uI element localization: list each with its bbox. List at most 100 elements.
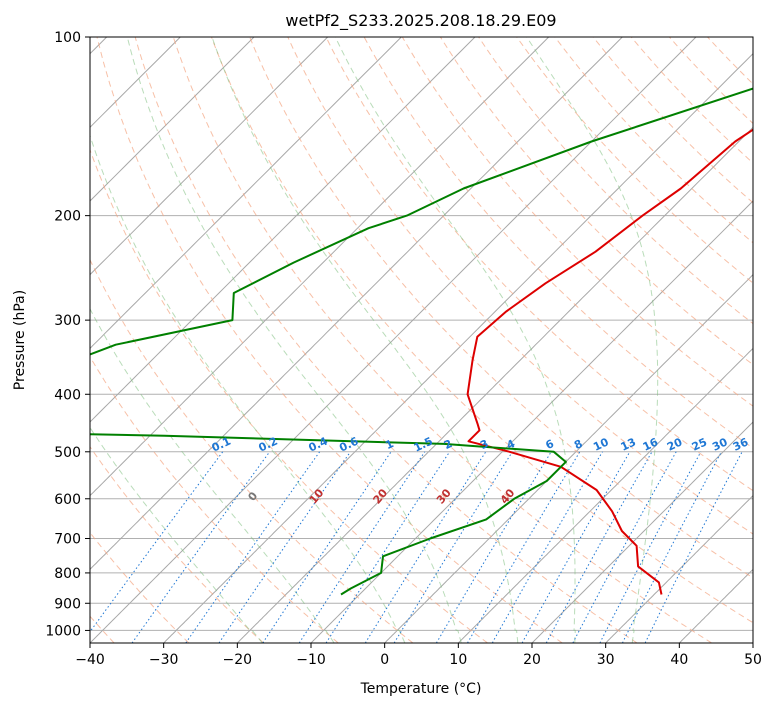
dry-adiabat-line bbox=[90, 445, 264, 643]
mixing-ratio-label: 6 bbox=[544, 437, 557, 452]
mixing-ratio-line bbox=[467, 451, 581, 643]
mixing-ratio-label: 36 bbox=[731, 435, 751, 453]
y-tick-label: 1000 bbox=[45, 623, 81, 639]
dry-adiabat-line bbox=[134, 37, 638, 643]
dry-adiabat-line bbox=[96, 37, 563, 643]
x-tick-label: 20 bbox=[523, 652, 541, 668]
isotherm-gridline bbox=[605, 494, 753, 643]
mixing-ratio-line bbox=[545, 451, 653, 643]
y-tick-label: 700 bbox=[54, 532, 81, 548]
mixing-ratio-label: 10 bbox=[591, 435, 611, 453]
mixing-ratio-line bbox=[298, 451, 426, 643]
mixing-ratio-line bbox=[131, 451, 271, 643]
mixing-ratio-line bbox=[90, 451, 224, 633]
isotherm-gridline bbox=[384, 273, 753, 643]
dry-adiabat-line bbox=[90, 148, 488, 643]
dry-adiabat-line bbox=[172, 37, 712, 643]
dry-adiabat-label: 0 bbox=[245, 489, 260, 503]
isotherm-gridline bbox=[90, 37, 623, 571]
plot-frame bbox=[89, 36, 754, 644]
mixing-ratio-label: 25 bbox=[690, 436, 709, 454]
dry-adiabat-line bbox=[249, 37, 753, 579]
dewpoint-profile-line bbox=[90, 87, 753, 596]
y-tick-label: 800 bbox=[54, 566, 81, 582]
dry-adiabat-line bbox=[478, 37, 753, 325]
line-labels-group: 0.1 0.2 0.4 0.6 1 1.5 2 3 4 6 8 10 13 16 20 25 30 360 10 20… bbox=[210, 434, 751, 506]
y-tick-label: 500 bbox=[54, 445, 81, 461]
dry-adiabat-line bbox=[516, 37, 753, 284]
axes-group: −40 −30 −20 −10 0 10 20 30 40 5010020030040050060… bbox=[45, 30, 762, 668]
isotherm-gridline bbox=[236, 126, 753, 643]
isotherm-gridline bbox=[310, 200, 753, 643]
y-tick-label: 400 bbox=[54, 387, 81, 403]
dry-adiabat-line bbox=[90, 258, 414, 643]
mixing-ratio-line bbox=[435, 451, 552, 643]
series-group bbox=[90, 87, 753, 596]
moist-adiabat-line bbox=[526, 37, 659, 643]
dry-adiabat-line bbox=[669, 37, 753, 125]
dry-adiabat-line bbox=[554, 37, 753, 244]
mixing-ratio-line bbox=[644, 451, 743, 643]
isotherm-gridline bbox=[457, 347, 753, 643]
mixing-ratio-label: 13 bbox=[619, 436, 638, 454]
mixing-ratio-label: 30 bbox=[710, 435, 730, 453]
x-tick-label: 30 bbox=[597, 652, 615, 668]
dry-adiabat-line bbox=[90, 531, 190, 643]
dry-adiabat-line bbox=[287, 37, 753, 535]
isotherm-gridline bbox=[90, 37, 329, 276]
dry-adiabat-line bbox=[707, 37, 753, 85]
dry-adiabat-line bbox=[90, 355, 339, 643]
mixing-ratio-line bbox=[218, 451, 351, 643]
moist-adiabat-line bbox=[90, 134, 406, 643]
y-tick-label: 200 bbox=[54, 209, 81, 225]
plot-area bbox=[90, 37, 753, 643]
x-tick-label: 0 bbox=[380, 652, 389, 668]
isotherm-gridline bbox=[90, 37, 402, 350]
x-tick-label: −30 bbox=[149, 652, 179, 668]
isotherm-gridline bbox=[90, 37, 255, 202]
mixing-ratio-line bbox=[364, 451, 487, 643]
x-tick-label: 10 bbox=[449, 652, 467, 668]
moist-adiabat-line bbox=[334, 37, 576, 643]
x-tick-label: −10 bbox=[296, 652, 326, 668]
x-tick-label: 40 bbox=[670, 652, 688, 668]
dry-adiabat-line bbox=[439, 37, 753, 366]
moist-adiabat-line bbox=[126, 37, 462, 643]
y-tick-label: 600 bbox=[54, 492, 81, 508]
mixing-ratio-line bbox=[262, 451, 392, 643]
y-tick-label: 900 bbox=[54, 596, 81, 612]
moist-adiabat-line bbox=[90, 307, 335, 643]
x-tick-label: 50 bbox=[744, 652, 762, 668]
mixing-ratio-label: 3 bbox=[478, 437, 490, 452]
mixing-ratio-line bbox=[599, 451, 702, 643]
moist-adiabat-line bbox=[90, 426, 263, 643]
skew-lines-group bbox=[90, 37, 753, 643]
x-tick-label: −20 bbox=[223, 652, 253, 668]
y-axis-label: Pressure (hPa) bbox=[12, 290, 28, 390]
dry-adiabat-line bbox=[592, 37, 753, 204]
isotherm-gridline bbox=[531, 421, 753, 643]
moist-adiabat-line bbox=[211, 37, 519, 643]
isotherm-gridline bbox=[163, 52, 753, 643]
temperature-profile-line bbox=[466, 128, 753, 595]
mixing-ratio-line bbox=[572, 451, 677, 643]
y-tick-label: 300 bbox=[54, 313, 81, 329]
chart-title: wetPf2_S233.2025.208.18.29.E09 bbox=[285, 11, 556, 31]
mixing-ratio-label: 20 bbox=[665, 435, 685, 453]
dry-adiabat-line bbox=[325, 37, 753, 492]
y-tick-label: 100 bbox=[54, 30, 81, 46]
isotherm-gridline bbox=[90, 37, 697, 643]
x-axis-label: Temperature (°C) bbox=[360, 681, 482, 697]
dry-adiabat-line bbox=[211, 37, 753, 624]
isotherm-gridline bbox=[90, 37, 476, 423]
isotherm-gridline bbox=[752, 642, 753, 643]
isotherm-gridline bbox=[678, 568, 753, 643]
mixing-ratio-line bbox=[325, 451, 451, 643]
dry-adiabat-label: 40 bbox=[498, 486, 518, 506]
x-tick-label: −40 bbox=[75, 652, 105, 668]
isotherm-gridline bbox=[90, 37, 550, 497]
mixing-ratio-line bbox=[521, 451, 631, 643]
mixing-ratio-line bbox=[185, 451, 321, 643]
mixing-ratio-label: 16 bbox=[641, 435, 661, 453]
